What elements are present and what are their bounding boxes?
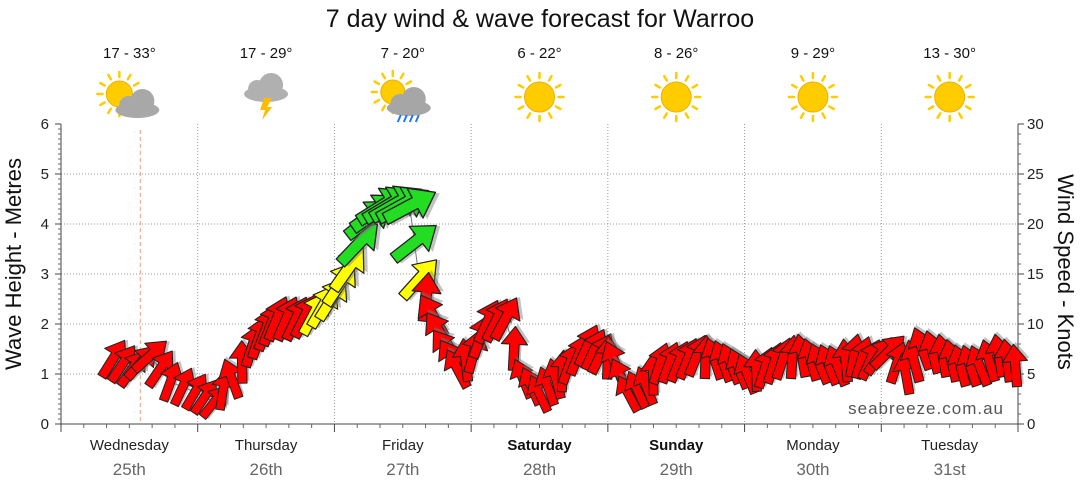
cloud-icon: [115, 89, 160, 118]
x-axis-day-name: Wednesday: [90, 437, 169, 454]
wind-arrow: [169, 367, 199, 408]
rain-drop-icon: [396, 114, 402, 123]
sun-cloud-icon: [96, 70, 160, 118]
y-axis-right-label: Wind Speed - Knots: [1053, 174, 1078, 370]
x-axis-day-date: 26th: [250, 460, 283, 479]
y-left-tick-label: 1: [41, 366, 49, 383]
sun-icon: [650, 71, 702, 123]
chart-title: 7 day wind & wave forecast for Warroo: [326, 5, 754, 33]
wind-arrow: [158, 361, 187, 403]
day-temperature-range: 17 - 33°: [103, 45, 156, 62]
sun-icon: [924, 71, 975, 123]
day-temperature-range: 8 - 26°: [654, 45, 698, 62]
x-axis-day-date: 27th: [386, 460, 419, 479]
day-temperature-range: 6 - 22°: [517, 45, 561, 62]
lightning-icon: [260, 98, 273, 120]
sun-icon: [514, 71, 565, 123]
y-right-tick-label: 0: [1027, 416, 1035, 433]
x-axis-day-date: 29th: [660, 460, 693, 479]
wind-arrow: [381, 187, 440, 226]
watermark: seabreeze.com.au: [848, 399, 1004, 418]
sun-icon: [787, 71, 839, 123]
cloud-icon: [386, 87, 431, 116]
day-temperature-range: 9 - 29°: [791, 45, 835, 62]
x-axis-day-name: Sunday: [649, 437, 704, 454]
y-axis-left-label: Wave Height - Metres: [1, 158, 26, 370]
y-right-tick-label: 25: [1027, 166, 1044, 183]
wind-arrow: [144, 350, 177, 390]
x-axis-day-name: Monday: [786, 437, 840, 454]
day-header-row: 17 - 33° 17 - 29° 7 - 20° 6 - 22° 8 - 26° 9 -…: [96, 45, 976, 123]
rain-drop-icon: [402, 114, 408, 123]
y-left-tick-label: 5: [41, 166, 49, 183]
wind-arrow: [389, 224, 441, 264]
axes: 0 1 2 3 4 5 6 0 5 10 15 20 25 30: [41, 116, 1044, 433]
sun-icon: [514, 71, 565, 123]
rain-drop-icon: [408, 114, 414, 123]
y-left-tick-label: 2: [41, 316, 49, 333]
x-axis-day-name: Tuesday: [921, 437, 978, 454]
x-axis-day-date: 31st: [934, 460, 966, 479]
y-left-tick-label: 3: [41, 266, 49, 283]
sun-rain-icon: [370, 69, 431, 123]
y-left-tick-label: 4: [41, 216, 49, 233]
y-right-tick-label: 15: [1027, 266, 1044, 283]
y-right-tick-label: 30: [1027, 116, 1044, 133]
y-left-tick-label: 0: [41, 416, 49, 433]
day-temperature-range: 7 - 20°: [381, 45, 425, 62]
x-axis-day-name: Friday: [382, 437, 424, 454]
storm-icon: [244, 73, 289, 120]
wind-arrow: [489, 296, 524, 342]
x-axis-day-name: Saturday: [507, 437, 572, 454]
x-axis-day-date: 30th: [796, 460, 829, 479]
wind-arrow: [130, 340, 170, 375]
y-left-tick-label: 6: [41, 116, 49, 133]
x-axis-day-date: 25th: [113, 460, 146, 479]
day-temperature-range: 17 - 29°: [240, 45, 293, 62]
sun-icon: [924, 71, 975, 123]
x-axis-day-name: Thursday: [235, 437, 298, 454]
sun-icon: [787, 71, 839, 123]
y-right-tick-label: 10: [1027, 316, 1044, 333]
cloud-icon: [244, 73, 289, 102]
x-axis-day-labels: Wednesday 25th Thursday 26th Friday 27th Satur…: [90, 437, 979, 479]
day-temperature-range: 13 - 30°: [923, 45, 976, 62]
rain-drop-icon: [414, 114, 420, 123]
wind-arrow: [1001, 341, 1030, 388]
wind-arrows: [97, 185, 1030, 420]
sun-icon: [650, 71, 702, 123]
x-axis-day-date: 28th: [523, 460, 556, 479]
y-right-tick-label: 5: [1027, 366, 1035, 383]
y-right-tick-label: 20: [1027, 216, 1044, 233]
